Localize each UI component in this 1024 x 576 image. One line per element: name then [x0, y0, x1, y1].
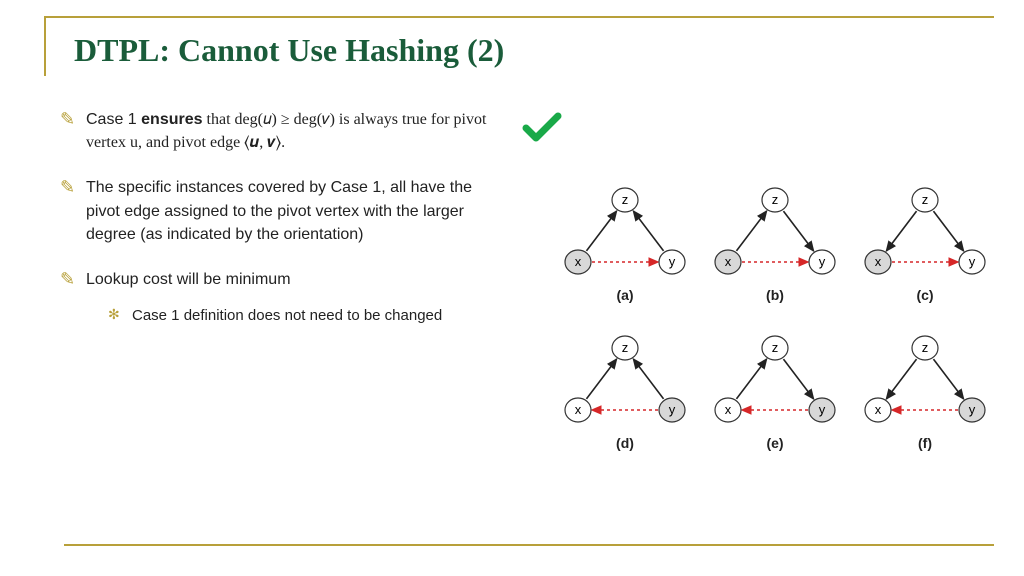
triangle-a: z x y (a) [555, 175, 695, 315]
frame-top [44, 16, 994, 18]
svg-text:x: x [725, 254, 732, 269]
flower-icon: ✻ [108, 305, 132, 326]
svg-text:z: z [622, 340, 629, 355]
frame-bottom [64, 544, 994, 546]
bullet-2-text: The specific instances covered by Case 1… [86, 176, 500, 246]
bullet-3: ✎ Lookup cost will be minimum [60, 268, 500, 291]
svg-text:y: y [669, 254, 676, 269]
svg-text:y: y [819, 254, 826, 269]
content-block: ✎ Case 1 ensures that deg(𝑢) ≥ deg(𝑣) is… [60, 108, 500, 326]
caption-e: (e) [705, 435, 845, 451]
triangle-e: z x y (e) [705, 323, 845, 463]
leaf-icon: ✎ [60, 108, 86, 154]
triangle-c: z x y (c) [855, 175, 995, 315]
frame-left [44, 16, 46, 76]
svg-text:x: x [875, 402, 882, 417]
diagram-grid: z x y (a) z x y (b) z x y (c) z x y (d) z x y (e) z x y (f) [555, 175, 995, 475]
bullet-1-text: Case 1 ensures that deg(𝑢) ≥ deg(𝑣) is a… [86, 108, 500, 154]
bullet-2: ✎ The specific instances covered by Case… [60, 176, 500, 246]
bullet-1-prefix: Case 1 [86, 111, 141, 128]
sub-bullet-1-text: Case 1 definition does not need to be ch… [132, 305, 442, 326]
svg-text:y: y [969, 402, 976, 417]
svg-text:x: x [575, 402, 582, 417]
svg-text:x: x [875, 254, 882, 269]
caption-f: (f) [855, 435, 995, 451]
leaf-icon: ✎ [60, 268, 86, 291]
triangle-d: z x y (d) [555, 323, 695, 463]
svg-text:y: y [669, 402, 676, 417]
caption-d: (d) [555, 435, 695, 451]
checkmark-icon [520, 108, 564, 153]
svg-text:z: z [622, 192, 629, 207]
caption-a: (a) [555, 287, 695, 303]
sub-bullet-1: ✻ Case 1 definition does not need to be … [108, 305, 500, 326]
leaf-icon: ✎ [60, 176, 86, 246]
svg-text:z: z [772, 192, 779, 207]
triangle-b: z x y (b) [705, 175, 845, 315]
svg-text:x: x [575, 254, 582, 269]
bullet-3-text: Lookup cost will be minimum [86, 268, 500, 291]
svg-text:y: y [819, 402, 826, 417]
caption-c: (c) [855, 287, 995, 303]
bullet-1: ✎ Case 1 ensures that deg(𝑢) ≥ deg(𝑣) is… [60, 108, 500, 154]
svg-text:z: z [922, 192, 929, 207]
caption-b: (b) [705, 287, 845, 303]
slide-title: DTPL: Cannot Use Hashing (2) [74, 32, 504, 69]
bullet-1-bold: ensures [141, 111, 202, 128]
triangle-f: z x y (f) [855, 323, 995, 463]
svg-text:z: z [772, 340, 779, 355]
svg-text:z: z [922, 340, 929, 355]
svg-text:y: y [969, 254, 976, 269]
svg-text:x: x [725, 402, 732, 417]
